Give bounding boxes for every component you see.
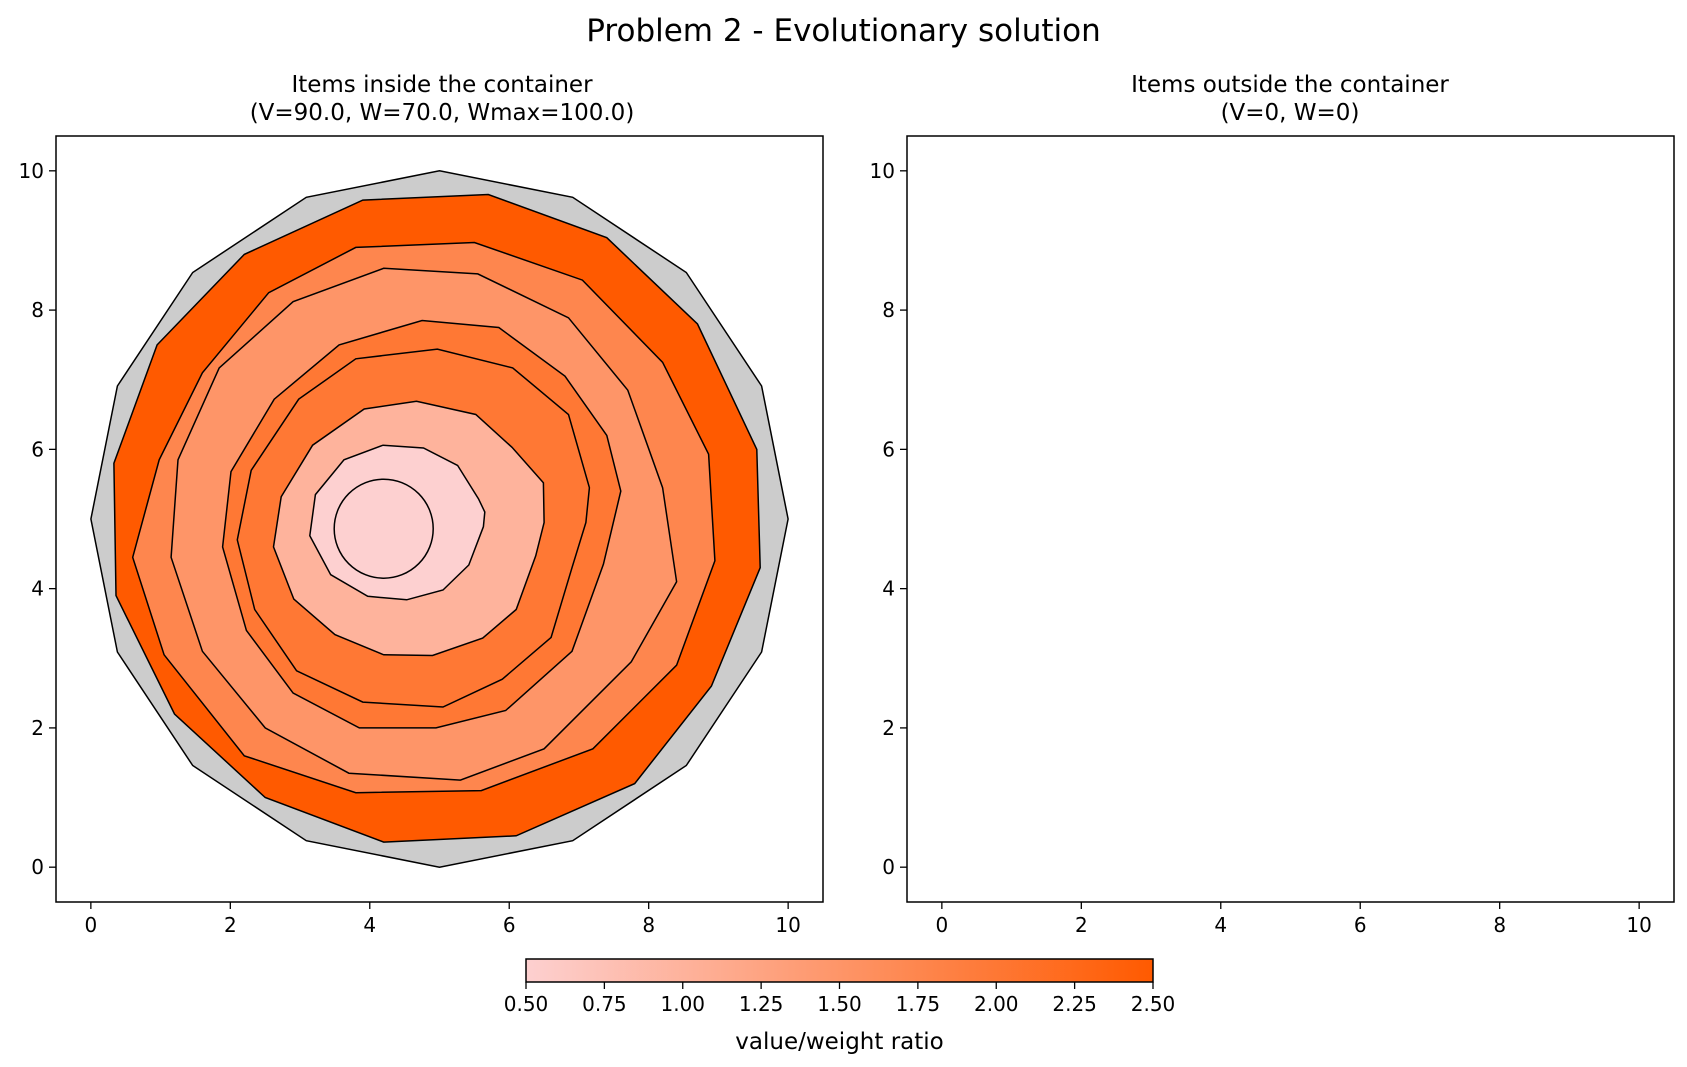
colorbar-tick-label: 2.00 <box>974 992 1019 1016</box>
right-ytick-label: 10 <box>870 159 895 183</box>
left-ytick-label: 10 <box>19 159 44 183</box>
colorbar-tick-label: 2.25 <box>1052 992 1097 1016</box>
colorbar-tick-label: 1.00 <box>660 992 705 1016</box>
left-plot-area: 0 2 4 6 8 10 0 2 4 6 8 10 <box>19 159 801 937</box>
right-xtick-label: 10 <box>1626 913 1651 937</box>
left-ytick-label: 8 <box>31 298 44 322</box>
left-axes-frame <box>55 135 824 903</box>
right-xtick-label: 8 <box>1493 913 1506 937</box>
colorbar-tick-label: 0.75 <box>582 992 627 1016</box>
left-ytick-label: 6 <box>31 437 44 461</box>
left-xtick-label: 10 <box>775 913 800 937</box>
right-xtick-label: 4 <box>1214 913 1227 937</box>
figure-title: Problem 2 - Evolutionary solution <box>586 13 1100 49</box>
colorbar-tick-label: 0.50 <box>504 992 549 1016</box>
left-xtick-label: 2 <box>224 913 237 937</box>
right-title-line1: Items outside the container <box>1131 72 1449 98</box>
left-ytick-label: 4 <box>31 577 44 601</box>
colorbar-tick-label: 1.75 <box>896 992 941 1016</box>
right-ytick-label: 2 <box>882 716 895 740</box>
left-title-line1: Items inside the container <box>291 72 593 98</box>
right-xtick-label: 2 <box>1075 913 1088 937</box>
left-ytick-label: 2 <box>31 716 44 740</box>
left-title-line2: (V=90.0, W=70.0, Wmax=100.0) <box>250 100 635 126</box>
right-plot-area: 0 2 4 6 8 10 0 2 4 6 8 10 <box>870 159 1652 937</box>
colorbar-tick-label: 2.50 <box>1131 992 1176 1016</box>
right-ytick-label: 4 <box>882 577 895 601</box>
right-ytick-label: 8 <box>882 298 895 322</box>
colorbar-label: value/weight ratio <box>735 1029 943 1055</box>
left-xtick-label: 8 <box>642 913 655 937</box>
left-xtick-label: 0 <box>84 913 97 937</box>
left-xtick-label: 6 <box>503 913 516 937</box>
right-title-line2: (V=0, W=0) <box>1221 100 1360 126</box>
right-xtick-label: 0 <box>935 913 948 937</box>
left-xtick-label: 4 <box>363 913 376 937</box>
right-ytick-label: 0 <box>882 855 895 879</box>
item-circle <box>333 478 434 579</box>
colorbar-ticks: 0.50 0.75 1.00 1.25 1.50 1.75 2.00 2.25 2.50 <box>504 982 1176 1016</box>
left-ytick-label: 0 <box>31 855 44 879</box>
right-ytick-label: 6 <box>882 437 895 461</box>
colorbar-tick-label: 1.50 <box>817 992 862 1016</box>
right-axes-frame <box>906 135 1675 903</box>
colorbar <box>525 958 1154 983</box>
colorbar-tick-label: 1.25 <box>739 992 784 1016</box>
right-xtick-label: 6 <box>1354 913 1367 937</box>
